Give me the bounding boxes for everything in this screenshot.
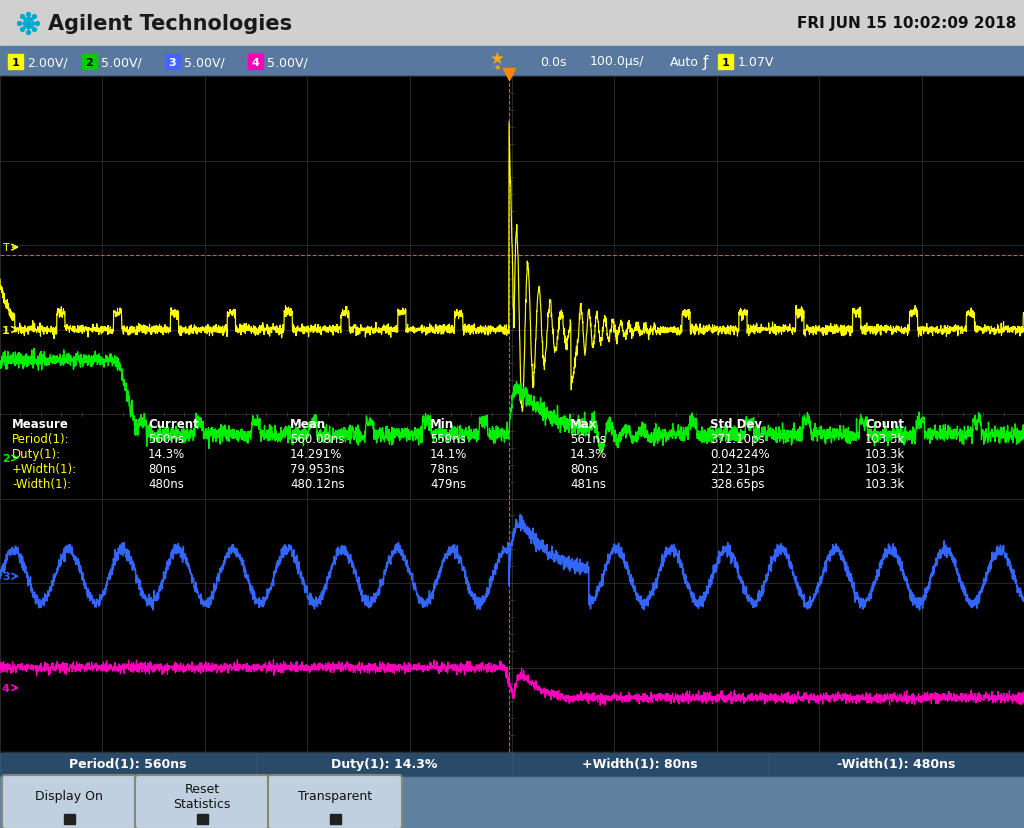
Text: 561ns: 561ns — [570, 432, 606, 445]
Text: Count: Count — [865, 417, 904, 430]
Bar — [248, 55, 263, 70]
Text: 5.00V/: 5.00V/ — [101, 56, 141, 69]
Bar — [257, 753, 511, 775]
Text: Duty(1):: Duty(1): — [12, 447, 61, 460]
Text: 1: 1 — [722, 57, 729, 67]
Text: 80ns: 80ns — [148, 462, 176, 475]
Text: Mean: Mean — [290, 417, 326, 430]
Text: 1.07V: 1.07V — [738, 55, 774, 69]
Text: 103.3k: 103.3k — [865, 432, 905, 445]
Text: 480ns: 480ns — [148, 477, 184, 490]
Text: 212.31ps: 212.31ps — [710, 462, 765, 475]
Text: 480.12ns: 480.12ns — [290, 477, 345, 490]
Bar — [1, 753, 255, 775]
Text: Reset
Statistics: Reset Statistics — [173, 782, 230, 810]
Text: ★: ★ — [489, 50, 505, 68]
Text: 1: 1 — [11, 57, 19, 67]
Text: Agilent Technologies: Agilent Technologies — [48, 13, 292, 33]
Text: 103.3k: 103.3k — [865, 447, 905, 460]
Text: 14.3%: 14.3% — [148, 447, 185, 460]
Text: 2.00V/: 2.00V/ — [27, 56, 68, 69]
FancyBboxPatch shape — [268, 775, 402, 828]
Text: T: T — [3, 243, 10, 253]
Text: -Width(1):: -Width(1): — [12, 477, 71, 490]
Bar — [330, 814, 341, 824]
Bar — [0, 47, 1024, 77]
Bar — [769, 753, 1023, 775]
Text: 560ns: 560ns — [148, 432, 184, 445]
Text: Transparent: Transparent — [298, 789, 372, 802]
Text: FRI JUN 15 10:02:09 2018: FRI JUN 15 10:02:09 2018 — [797, 16, 1016, 31]
Text: Display On: Display On — [35, 789, 103, 802]
Text: ƒ: ƒ — [703, 55, 709, 70]
Text: 1: 1 — [2, 325, 10, 335]
Text: 328.65ps: 328.65ps — [710, 477, 765, 490]
Text: Duty(1): 14.3%: Duty(1): 14.3% — [331, 758, 437, 771]
Text: 103.3k: 103.3k — [865, 477, 905, 490]
Text: 14.3%: 14.3% — [570, 447, 607, 460]
Bar — [63, 814, 75, 824]
Text: 4: 4 — [252, 57, 259, 67]
Text: ★: ★ — [494, 62, 501, 71]
Text: Measure: Measure — [12, 417, 69, 430]
Bar — [8, 55, 23, 70]
Bar — [0, 752, 1024, 776]
Text: +Width(1): 80ns: +Width(1): 80ns — [583, 758, 697, 771]
Text: 481ns: 481ns — [570, 477, 606, 490]
Text: Period(1):: Period(1): — [12, 432, 70, 445]
Text: 0.04224%: 0.04224% — [710, 447, 770, 460]
Bar — [718, 55, 733, 70]
Text: Auto: Auto — [670, 55, 698, 69]
Text: 4: 4 — [2, 683, 10, 693]
Text: 3: 3 — [169, 57, 176, 67]
Text: -Width(1): 480ns: -Width(1): 480ns — [837, 758, 955, 771]
Bar — [82, 55, 97, 70]
Text: Max: Max — [570, 417, 597, 430]
Bar — [165, 55, 180, 70]
Text: 5.00V/: 5.00V/ — [267, 56, 308, 69]
Text: Std Dev: Std Dev — [710, 417, 762, 430]
Text: 80ns: 80ns — [570, 462, 598, 475]
Bar — [0, 412, 1024, 587]
Text: Period(1): 560ns: Period(1): 560ns — [70, 758, 186, 771]
Text: 2: 2 — [86, 57, 93, 67]
Bar — [0, 0, 1024, 47]
Text: Min: Min — [430, 417, 454, 430]
Text: 14.1%: 14.1% — [430, 447, 467, 460]
Bar — [513, 753, 767, 775]
Text: 479ns: 479ns — [430, 477, 466, 490]
Text: 560.08ns: 560.08ns — [290, 432, 344, 445]
Text: 78ns: 78ns — [430, 462, 459, 475]
FancyBboxPatch shape — [135, 775, 269, 828]
Text: Current: Current — [148, 417, 199, 430]
Bar — [197, 814, 208, 824]
Text: 79.953ns: 79.953ns — [290, 462, 345, 475]
Text: 14.291%: 14.291% — [290, 447, 342, 460]
Text: 100.0μs/: 100.0μs/ — [590, 55, 644, 69]
Text: 371.10ps: 371.10ps — [710, 432, 765, 445]
Text: 3: 3 — [2, 571, 9, 581]
Bar — [0, 77, 1024, 752]
Text: 103.3k: 103.3k — [865, 462, 905, 475]
Text: 559ns: 559ns — [430, 432, 466, 445]
Text: 2: 2 — [2, 454, 10, 464]
Text: 0.0s: 0.0s — [540, 55, 566, 69]
FancyBboxPatch shape — [2, 775, 136, 828]
Text: +Width(1):: +Width(1): — [12, 462, 77, 475]
Text: 5.00V/: 5.00V/ — [184, 56, 224, 69]
